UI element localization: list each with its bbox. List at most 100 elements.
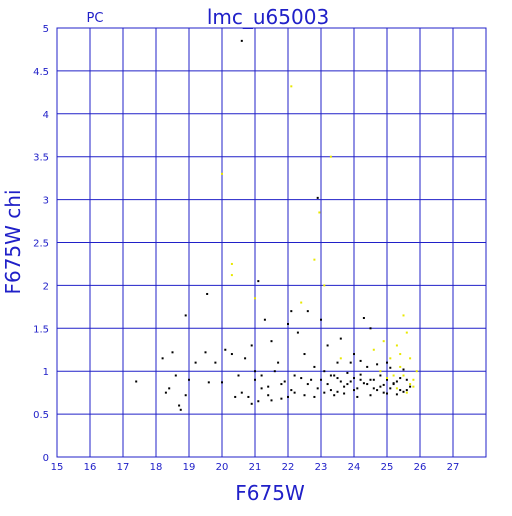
point: [405, 378, 408, 381]
point: [323, 284, 326, 287]
point: [303, 353, 306, 356]
point: [250, 344, 253, 347]
point: [270, 340, 273, 343]
point: [237, 374, 240, 377]
point: [318, 211, 321, 214]
point: [389, 357, 392, 360]
point: [206, 292, 209, 295]
point: [339, 337, 342, 340]
point: [382, 391, 385, 394]
point: [386, 361, 388, 364]
point: [346, 383, 349, 386]
y-tick-label: 0.5: [33, 410, 49, 421]
point: [379, 385, 382, 388]
x-tick-label: 16: [84, 462, 97, 473]
point: [399, 389, 402, 392]
point: [260, 387, 263, 390]
point: [230, 274, 233, 277]
point: [402, 390, 405, 393]
point: [250, 402, 253, 405]
y-tick-label: 1.5: [33, 324, 49, 335]
y-axis-label: F675W chi: [1, 189, 25, 294]
point: [323, 370, 326, 373]
point: [254, 297, 256, 300]
point: [362, 382, 365, 385]
point: [389, 387, 392, 390]
point: [402, 314, 405, 317]
y-tick-label: 1: [43, 367, 49, 378]
point: [221, 172, 223, 175]
point: [386, 377, 388, 380]
point: [184, 394, 187, 397]
point: [306, 310, 309, 313]
point: [409, 383, 412, 386]
x-tick-label: 23: [315, 462, 328, 473]
point: [316, 196, 319, 199]
point: [287, 395, 289, 398]
point: [240, 391, 243, 394]
point: [382, 340, 385, 343]
point: [415, 370, 418, 373]
point: [399, 365, 402, 368]
x-axis-label: F675W: [235, 481, 305, 505]
point: [372, 387, 375, 390]
point: [254, 370, 256, 373]
point: [171, 351, 174, 354]
point: [386, 392, 388, 395]
point: [244, 357, 247, 360]
point: [333, 394, 336, 397]
point: [353, 377, 355, 380]
point: [333, 374, 336, 377]
y-tick-label: 3: [43, 196, 49, 207]
point: [290, 310, 293, 313]
point: [402, 374, 405, 377]
point: [412, 378, 415, 381]
point: [329, 155, 332, 158]
point: [359, 373, 362, 376]
y-tick-label: 5: [43, 24, 49, 35]
point: [161, 357, 164, 360]
point: [349, 380, 352, 383]
point: [296, 331, 299, 334]
point: [326, 344, 329, 347]
y-tick-label: 3.5: [33, 153, 49, 164]
point: [316, 387, 319, 390]
point: [254, 378, 256, 381]
subtitle: PC: [87, 11, 104, 26]
y-tick-label: 2: [43, 281, 49, 292]
y-tick-label: 4.5: [33, 67, 49, 78]
point: [329, 374, 332, 377]
point: [313, 395, 316, 398]
point: [230, 353, 233, 356]
point: [372, 348, 375, 351]
point: [346, 371, 349, 374]
point: [349, 361, 352, 364]
point: [379, 374, 382, 377]
point: [392, 374, 395, 377]
point: [303, 394, 306, 397]
point: [353, 389, 355, 392]
point: [293, 391, 296, 394]
point: [376, 389, 379, 392]
point: [359, 378, 362, 381]
point: [168, 387, 171, 390]
point: [164, 391, 167, 394]
point: [257, 280, 260, 283]
point: [247, 395, 250, 398]
x-tick-label: 20: [216, 462, 229, 473]
point: [366, 383, 369, 386]
point: [300, 377, 303, 380]
point: [204, 351, 207, 354]
point: [405, 389, 408, 392]
point: [382, 383, 385, 386]
point: [273, 370, 276, 373]
point: [313, 365, 316, 368]
point: [257, 400, 260, 403]
point: [362, 317, 365, 320]
point: [184, 314, 187, 317]
y-tick-label: 0: [43, 453, 49, 464]
point: [320, 378, 322, 381]
point: [405, 331, 408, 334]
point: [356, 395, 359, 398]
point: [336, 377, 339, 380]
